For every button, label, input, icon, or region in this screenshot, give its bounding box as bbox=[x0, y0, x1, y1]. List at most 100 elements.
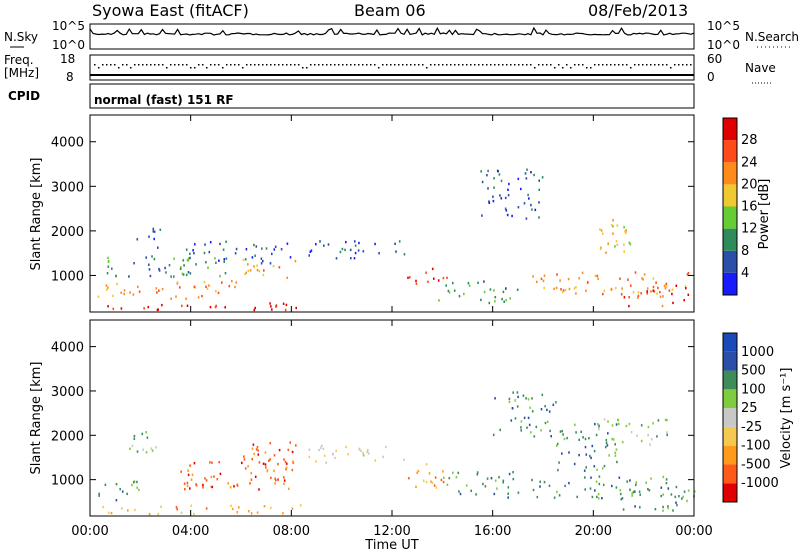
rti-cell bbox=[481, 214, 483, 217]
noise-panel-frame bbox=[89, 23, 695, 50]
nave-dot bbox=[310, 64, 312, 66]
rti-cell bbox=[409, 276, 411, 279]
rti-cell bbox=[254, 306, 256, 310]
power-y-ticks: 1000 2000 3000 4000 bbox=[51, 136, 694, 284]
rti-cell bbox=[195, 484, 198, 487]
rti-cell bbox=[192, 249, 194, 252]
rti-cell bbox=[425, 463, 428, 466]
nave-dot bbox=[574, 64, 576, 66]
rti-cell bbox=[415, 485, 417, 489]
rti-cell bbox=[269, 302, 271, 305]
rti-cell bbox=[264, 463, 267, 466]
rti-cell bbox=[628, 296, 630, 299]
rti-cell bbox=[422, 479, 425, 482]
rti-cell bbox=[656, 435, 658, 438]
rti-cell bbox=[486, 174, 488, 177]
rti-cell bbox=[219, 472, 222, 476]
nave-dot bbox=[322, 64, 324, 66]
rti-cell bbox=[458, 295, 461, 298]
rti-cell bbox=[488, 201, 491, 204]
rti-cell bbox=[221, 281, 223, 284]
rti-cell bbox=[620, 498, 623, 501]
rti-cell bbox=[623, 226, 625, 229]
rti-cell bbox=[175, 295, 177, 298]
rti-cell bbox=[525, 397, 527, 400]
rti-cell bbox=[187, 257, 190, 260]
power-panel: 1000 2000 3000 4000 Slant Range [km] 4 8 12 16… bbox=[29, 114, 772, 313]
colorbar-tick-label: 28 bbox=[741, 133, 758, 148]
rti-cell bbox=[291, 450, 294, 454]
rti-cell bbox=[160, 505, 162, 508]
rti-cell bbox=[116, 282, 118, 286]
rti-cell bbox=[107, 305, 109, 308]
rti-cell bbox=[274, 245, 277, 248]
rti-cell bbox=[448, 291, 451, 294]
rti-cell bbox=[566, 436, 568, 440]
rti-cell bbox=[578, 453, 580, 457]
rti-cell bbox=[223, 260, 225, 263]
rti-cell bbox=[185, 273, 188, 277]
rti-cell bbox=[215, 304, 217, 308]
rti-cell bbox=[611, 424, 614, 427]
rti-cell bbox=[529, 406, 531, 409]
rti-cell bbox=[285, 468, 287, 471]
rti-cell bbox=[632, 291, 635, 294]
rti-cell bbox=[197, 296, 200, 299]
power-colorbar: 4 8 12 16 20 24 28 bbox=[722, 117, 758, 296]
rti-cell bbox=[675, 485, 678, 489]
rti-cell bbox=[550, 435, 552, 438]
velocity-panel-frame bbox=[89, 319, 695, 517]
rti-cell bbox=[600, 229, 603, 232]
rti-cell bbox=[523, 416, 526, 420]
rti-cell bbox=[516, 391, 519, 394]
rti-cell bbox=[374, 459, 376, 462]
rti-cell bbox=[189, 272, 192, 275]
rti-cell bbox=[143, 307, 145, 310]
rti-cell bbox=[425, 271, 427, 274]
rti-cell bbox=[275, 479, 277, 482]
rti-cell bbox=[133, 262, 135, 265]
rti-cell bbox=[247, 465, 249, 468]
rti-cell bbox=[614, 245, 616, 248]
nave-dot bbox=[306, 67, 308, 69]
nave-dot bbox=[250, 64, 252, 66]
rti-cell bbox=[244, 467, 247, 470]
rti-cell bbox=[137, 285, 139, 289]
rti-cell bbox=[428, 472, 431, 475]
rti-cell bbox=[470, 489, 472, 492]
rti-cell bbox=[339, 250, 342, 254]
rti-cell bbox=[431, 481, 434, 484]
rti-cell bbox=[170, 297, 172, 300]
rti-cell bbox=[156, 308, 159, 312]
rti-cell bbox=[505, 209, 508, 212]
rti-cell bbox=[362, 451, 364, 455]
rti-cell bbox=[540, 408, 543, 411]
rti-cell bbox=[435, 486, 438, 489]
nave-dot bbox=[434, 64, 436, 66]
rti-cell bbox=[283, 458, 285, 461]
rti-cell bbox=[523, 202, 526, 205]
rti-cell bbox=[398, 240, 401, 243]
rti-cell bbox=[247, 263, 249, 266]
rti-cell bbox=[597, 423, 599, 426]
rti-cell bbox=[630, 284, 632, 287]
rti-cell bbox=[261, 247, 263, 250]
nave-dot bbox=[438, 64, 440, 66]
rti-cell bbox=[257, 449, 259, 452]
nave-dot bbox=[558, 64, 560, 66]
rti-cell bbox=[378, 252, 380, 255]
rti-cell bbox=[268, 459, 270, 462]
rti-cell bbox=[277, 478, 279, 481]
velocity-colorbar-label: Velocity [m s⁻¹] bbox=[779, 368, 794, 469]
rti-cell bbox=[112, 307, 115, 311]
nave-dot bbox=[242, 67, 244, 69]
rti-cell bbox=[667, 487, 670, 490]
rti-cell bbox=[295, 444, 297, 447]
rti-cell bbox=[121, 490, 124, 493]
x-tick-label: 12:00 bbox=[373, 524, 410, 539]
rti-cell bbox=[216, 478, 219, 481]
rti-cell bbox=[629, 479, 631, 482]
x-axis-ticks: 00:00 04:00 08:00 12:00 16:00 20:00 00:00 bbox=[71, 115, 713, 539]
rti-cell bbox=[187, 473, 190, 477]
rti-cell bbox=[274, 482, 276, 485]
